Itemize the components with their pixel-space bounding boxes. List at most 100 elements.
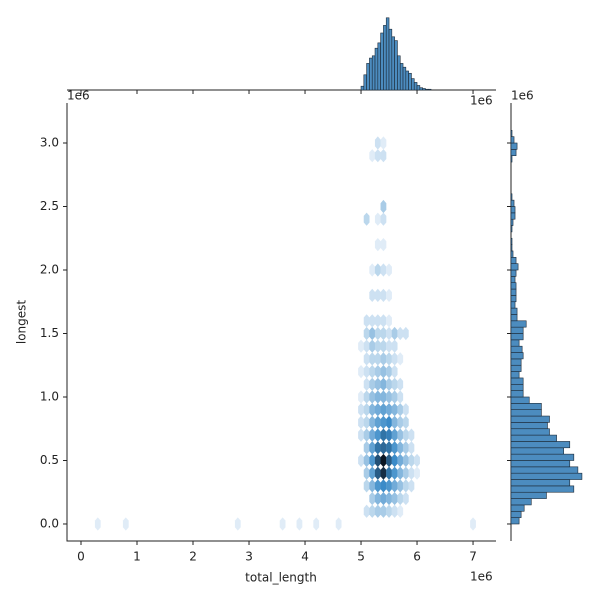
y-marginal-bar [510, 517, 520, 525]
hex-cell [363, 390, 370, 404]
hex-cell [414, 453, 420, 468]
y-marginal-bar [510, 409, 542, 417]
hex-cell [369, 364, 376, 379]
hex-cell [397, 504, 404, 518]
hex-cell [397, 415, 404, 429]
hex-cell [369, 479, 376, 493]
hex-cell [386, 314, 392, 328]
hex-cell [369, 390, 376, 404]
hex-cell [391, 453, 398, 468]
hex-cell [380, 212, 387, 226]
right-offset-label: 1e6 [511, 89, 534, 103]
y-marginal-bar [510, 193, 513, 201]
y-tick-label: 1.5 [40, 326, 59, 340]
hex-cell [380, 491, 387, 506]
y-axis-label: longest [15, 300, 29, 345]
hex-cell [380, 390, 387, 404]
y-marginal-bar [510, 510, 522, 518]
hex-cell [408, 466, 415, 480]
hex-cell [391, 390, 398, 404]
y-marginal-bar [510, 422, 548, 430]
hex-cell [386, 466, 392, 480]
x-tick-label: 7 [469, 550, 477, 564]
x-marginal-bar [422, 88, 426, 91]
y-marginal-bar [510, 237, 513, 245]
hex-cell [391, 403, 398, 417]
x-marginal-bar [413, 82, 418, 91]
hex-cell [363, 403, 370, 417]
hex-cell [363, 364, 370, 379]
hex-cell [122, 517, 129, 531]
top-offset-label: 1e6 [470, 94, 493, 108]
y-marginal-bar [510, 460, 571, 468]
x-marginal-bar [371, 55, 376, 91]
x-tick-label: 5 [357, 550, 365, 564]
hex-cell [374, 263, 381, 277]
hex-cell [380, 428, 387, 442]
hex-cell [397, 453, 404, 468]
y-marginal-bar [510, 479, 571, 487]
hex-cell [391, 352, 398, 366]
x-marginal-bar [383, 25, 387, 91]
hex-cell [380, 466, 387, 480]
hex-cell [369, 326, 376, 341]
x-marginal-bar [377, 42, 381, 91]
y-marginal-bar [510, 345, 523, 353]
hex-cell [386, 339, 392, 353]
hex-cell [380, 314, 387, 328]
y-marginal-bar [510, 453, 575, 461]
hex-cell [369, 415, 376, 429]
hex-cell [363, 326, 370, 341]
hex-cell [380, 263, 387, 277]
hex-cell [386, 364, 392, 379]
y-tick-label: 1.0 [40, 389, 59, 403]
hex-cell [374, 364, 381, 379]
hex-cell [397, 403, 404, 417]
x-tick-label: 1 [133, 550, 141, 564]
y-marginal-bar [510, 136, 515, 144]
y-marginal-bar [510, 218, 514, 226]
y-marginal-bar [510, 244, 513, 252]
hex-cell [374, 149, 381, 163]
hex-cell [374, 288, 381, 302]
hex-cell [414, 466, 420, 480]
hex-cell [397, 326, 404, 341]
y-marginal-bar [510, 352, 524, 360]
y-marginal-bar [510, 212, 516, 220]
y-tick-label: 2.0 [40, 262, 59, 276]
hex-cell [397, 466, 404, 480]
y-marginal-bar [510, 396, 530, 404]
hex-cell [380, 199, 387, 214]
hex-cell [386, 403, 392, 417]
x-marginal-bar [427, 88, 432, 91]
hex-cell [363, 441, 370, 455]
hex-cell [358, 428, 364, 442]
y-marginal-bar [510, 326, 524, 334]
hex-cell [397, 377, 404, 391]
y-marginal-bar [510, 295, 517, 303]
y-marginal-bar [510, 371, 520, 379]
hex-cell [374, 428, 381, 442]
hex-cell [363, 339, 370, 353]
hex-cell [363, 352, 370, 366]
hex-cell [374, 136, 381, 150]
hex-cell [402, 415, 409, 429]
hex-cell [380, 415, 387, 429]
hex-cell [391, 339, 398, 353]
y-marginal-bar [510, 206, 516, 214]
hex-cell [402, 441, 409, 455]
hex-cell [386, 441, 392, 455]
hex-cell [94, 517, 101, 531]
hex-cell [391, 491, 398, 506]
hex-cell [408, 441, 415, 455]
hex-cell [374, 326, 381, 341]
hex-cell [369, 504, 376, 518]
x-marginal-bar [411, 78, 415, 91]
hex-cell [369, 453, 376, 468]
y-marginal-bar [510, 504, 525, 512]
y-marginal-bar [510, 333, 524, 341]
y-marginal-bar [510, 415, 550, 423]
y-marginal-bar [510, 149, 517, 157]
hex-cell [369, 491, 376, 506]
x-tick-label: 3 [245, 550, 253, 564]
